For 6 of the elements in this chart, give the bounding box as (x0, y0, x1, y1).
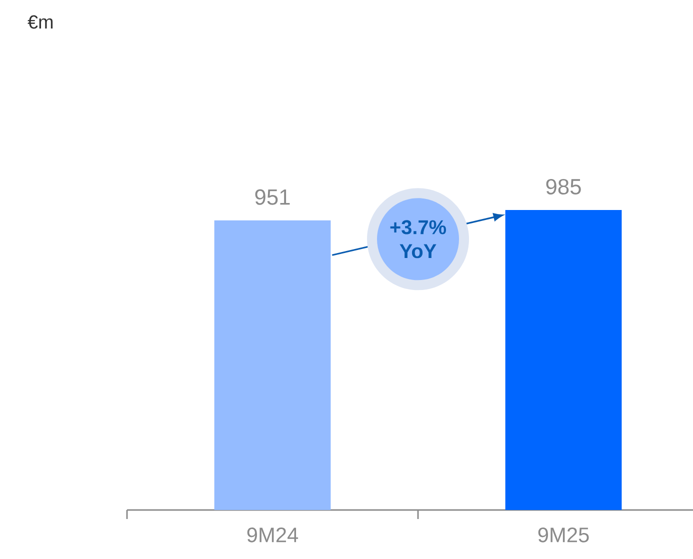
data-label: 985 (546, 178, 581, 194)
data-label: 951 (255, 189, 290, 205)
text: €m (28, 15, 53, 29)
x-tick-label: 9M24 (247, 528, 298, 542)
annotation: +3.7% YoY (390, 220, 446, 258)
x-tick-label: 9M25 (538, 528, 589, 542)
